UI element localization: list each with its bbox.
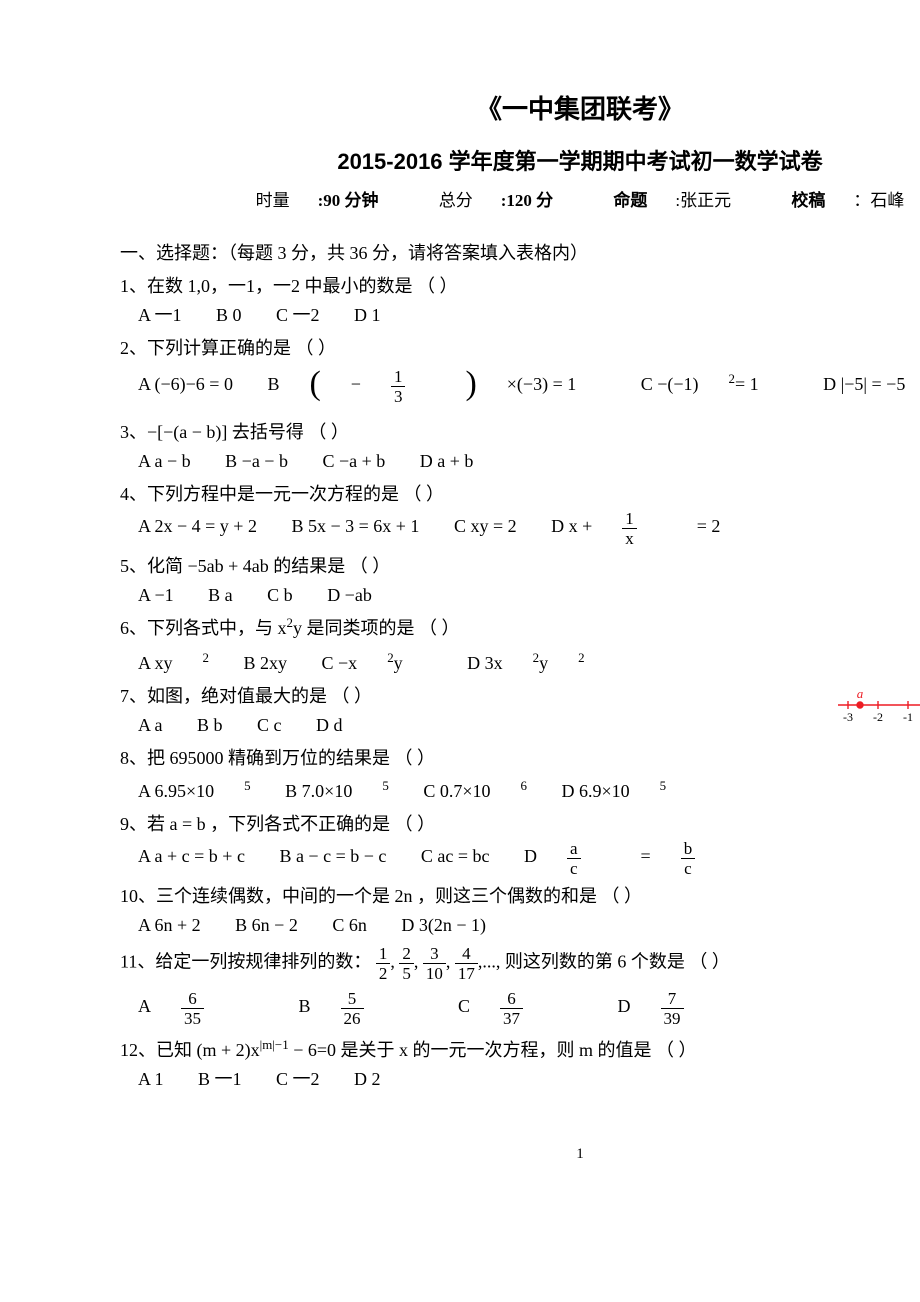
q5-options: A −1 B a C b D −ab xyxy=(138,582,920,609)
q1-opt-b: B 0 xyxy=(216,302,242,329)
q12-stem: 12、已知 (m + 2)x|m|−1 − 6=0 是关于 x 的一元一次方程，… xyxy=(120,1037,920,1064)
q8-opt-c: C 0.7×106 xyxy=(423,778,527,805)
q5-opt-d: D −ab xyxy=(327,582,372,609)
question-6: 6、下列各式中，与 x2y 是同类项的是 （ ） A xy2 B 2xy C −… xyxy=(120,615,920,677)
q3-opt-d: D a + b xyxy=(420,448,474,475)
q6-opt-b: B 2xy xyxy=(244,650,288,677)
q9-opt-c: C ac = bc xyxy=(421,843,490,870)
q2-opt-a: A (−6)−6 = 0 xyxy=(138,371,233,398)
q4-opt-a: A 2x − 4 = y + 2 xyxy=(138,513,257,540)
q9-stem: 9、若 a = b ，下列各式不正确的是 （ ） xyxy=(120,814,435,834)
question-11: 11、给定一列按规律排列的数： 12, 25, 310, 417,..., 则这… xyxy=(120,945,920,1027)
q11-stem: 11、给定一列按规律排列的数： 12, 25, 310, 417,..., 则这… xyxy=(120,945,920,982)
question-2: 2、下列计算正确的是 （ ） A (−6)−6 = 0 B (−13)×(−3)… xyxy=(120,335,920,405)
section-heading: 一、选择题：（每题 3 分，共 36 分，请将答案填入表格内） xyxy=(120,240,920,267)
q7-stem: 7、如图，绝对值最大的是 （ ） xyxy=(120,686,372,706)
q11-opt-b: B 526 xyxy=(299,990,424,1027)
q12-opt-a: A 1 xyxy=(138,1066,164,1093)
svg-text:-1: -1 xyxy=(903,710,913,724)
q8-opt-b: B 7.0×105 xyxy=(285,778,389,805)
q4-options: A 2x − 4 = y + 2 B 5x − 3 = 6x + 1 C xy … xyxy=(138,510,920,547)
q11-opt-c: C 637 xyxy=(458,990,583,1027)
q8-opt-d: D 6.9×105 xyxy=(561,778,666,805)
q7-opt-a: A a xyxy=(138,712,163,739)
q9-options: A a + c = b + c B a − c = b − c C ac = b… xyxy=(138,840,920,877)
q11-options: A 635 B 526 C 637 D 739 xyxy=(138,990,920,1027)
svg-text:a: a xyxy=(857,686,864,701)
q5-stem: 5、化简 −5ab + 4ab 的结果是 （ ） xyxy=(120,556,390,576)
q7-opt-c: C c xyxy=(257,712,282,739)
subtitle: 2015-2016 学年度第一学期期中考试初一数学试卷 xyxy=(120,145,920,178)
q2-opt-b: B (−13)×(−3) = 1 xyxy=(267,368,606,405)
question-9: 9、若 a = b ，下列各式不正确的是 （ ） A a + c = b + c… xyxy=(120,811,920,877)
question-3: 3、−[−(a − b)] 去括号得 （ ） A a − b B −a − b … xyxy=(120,419,920,475)
q1-options: A 一1 B 0 C 一2 D 1 xyxy=(138,302,920,329)
q7-opt-d: D d xyxy=(316,712,343,739)
q5-opt-a: A −1 xyxy=(138,582,174,609)
question-1: 1、在数 1,0，一1，一2 中最小的数是 （ ） A 一1 B 0 C 一2 … xyxy=(120,273,920,329)
q10-opt-d: D 3(2n − 1) xyxy=(401,912,486,939)
question-7: 7、如图，绝对值最大的是 （ ） xyxy=(120,683,920,739)
q11-opt-d: D 739 xyxy=(618,990,744,1027)
q10-stem: 10、三个连续偶数，中间的一个是 2n ，则这三个偶数的和是 （ ） xyxy=(120,886,642,906)
page-number: 1 xyxy=(120,1143,920,1166)
q3-options: A a − b B −a − b C −a + b D a + b xyxy=(138,448,920,475)
svg-text:-2: -2 xyxy=(873,710,883,724)
number-line-figure: a b c d -3 -2 -1 0 1 2 3 xyxy=(830,685,920,739)
q12-opt-c: C 一2 xyxy=(276,1066,320,1093)
q9-opt-d: D ac = bc xyxy=(524,840,755,877)
q8-stem: 8、把 695000 精确到万位的结果是 （ ） xyxy=(120,748,435,768)
q11-opt-a: A 635 xyxy=(138,990,264,1027)
q3-opt-b: B −a − b xyxy=(225,448,288,475)
q4-opt-d: D x + 1x = 2 xyxy=(551,510,750,547)
question-4: 4、下列方程中是一元一次方程的是 （ ） A 2x − 4 = y + 2 B … xyxy=(120,481,920,547)
q7-opt-b: B b xyxy=(197,712,223,739)
q8-opt-a: A 6.95×105 xyxy=(138,778,251,805)
meta-author: 命题:张正元 xyxy=(599,191,745,210)
q10-opt-b: B 6n − 2 xyxy=(235,912,298,939)
q9-opt-b: B a − c = b − c xyxy=(279,843,386,870)
q10-options: A 6n + 2 B 6n − 2 C 6n D 3(2n − 1) xyxy=(138,912,920,939)
q6-options: A xy2 B 2xy C −x2y D 3x2y2 xyxy=(138,650,920,677)
q3-opt-c: C −a + b xyxy=(322,448,385,475)
q5-opt-c: C b xyxy=(267,582,293,609)
q1-stem: 1、在数 1,0，一1，一2 中最小的数是 （ ） xyxy=(120,276,458,296)
svg-text:-3: -3 xyxy=(843,710,853,724)
meta-reviewer: 校稿：石峰 xyxy=(777,191,918,210)
q6-opt-c: C −x2y xyxy=(322,650,433,677)
q2-options: A (−6)−6 = 0 B (−13)×(−3) = 1 C −(−1)2 =… xyxy=(138,368,920,405)
question-5: 5、化简 −5ab + 4ab 的结果是 （ ） A −1 B a C b D … xyxy=(120,553,920,609)
q3-stem: 3、−[−(a − b)] 去括号得 （ ） xyxy=(120,422,349,442)
q12-opt-d: D 2 xyxy=(354,1066,381,1093)
q10-opt-c: C 6n xyxy=(332,912,367,939)
q6-opt-d: D 3x2y2 xyxy=(467,650,584,677)
q6-stem: 6、下列各式中，与 x2y 是同类项的是 （ ） xyxy=(120,615,920,642)
q6-opt-a: A xy2 xyxy=(138,650,209,677)
q2-opt-d: D |−5| = −5 xyxy=(823,371,905,398)
q2-stem: 2、下列计算正确的是 （ ） xyxy=(120,338,336,358)
title: 《一中集团联考》 xyxy=(120,90,920,129)
q10-opt-a: A 6n + 2 xyxy=(138,912,201,939)
q7-options: A a B b C c D d xyxy=(138,712,920,739)
q4-opt-b: B 5x − 3 = 6x + 1 xyxy=(291,513,419,540)
q1-opt-a: A 一1 xyxy=(138,302,182,329)
q1-opt-d: D 1 xyxy=(354,302,381,329)
q12-options: A 1 B 一1 C 一2 D 2 xyxy=(138,1066,920,1093)
q2-opt-c: C −(−1)2 = 1 xyxy=(641,371,789,398)
q4-stem: 4、下列方程中是一元一次方程的是 （ ） xyxy=(120,484,444,504)
q5-opt-b: B a xyxy=(208,582,233,609)
q9-opt-a: A a + c = b + c xyxy=(138,843,245,870)
question-10: 10、三个连续偶数，中间的一个是 2n ，则这三个偶数的和是 （ ） A 6n … xyxy=(120,883,920,939)
meta-time: 时量:90 分钟 xyxy=(242,191,393,210)
q12-opt-b: B 一1 xyxy=(198,1066,242,1093)
meta-total: 总分:120 分 xyxy=(425,191,567,210)
q3-opt-a: A a − b xyxy=(138,448,191,475)
q8-options: A 6.95×105 B 7.0×105 C 0.7×106 D 6.9×105 xyxy=(138,778,920,805)
question-12: 12、已知 (m + 2)x|m|−1 − 6=0 是关于 x 的一元一次方程，… xyxy=(120,1037,920,1093)
q1-opt-c: C 一2 xyxy=(276,302,320,329)
q4-opt-c: C xy = 2 xyxy=(454,513,517,540)
number-line-icon: a b c d -3 -2 -1 0 1 2 3 xyxy=(830,685,920,731)
meta-line: 时量:90 分钟 总分:120 分 命题:张正元 校稿：石峰 xyxy=(120,188,920,214)
question-8: 8、把 695000 精确到万位的结果是 （ ） A 6.95×105 B 7.… xyxy=(120,745,920,805)
